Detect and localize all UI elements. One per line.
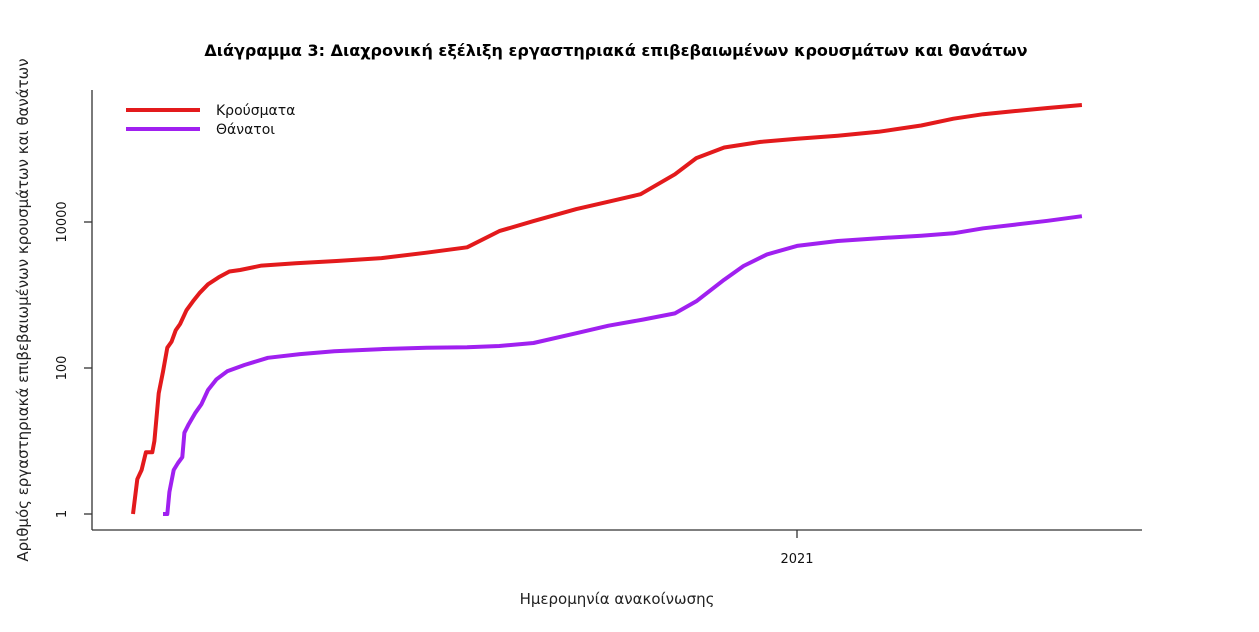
series-line-cases <box>131 103 1083 515</box>
legend-label: Κρούσματα <box>216 103 295 119</box>
legend: Κρούσματα Θάνατοι <box>126 103 295 138</box>
y-tick-label: 100 <box>55 356 70 381</box>
x-axis-ticks: 2021 <box>780 530 814 567</box>
series-layer <box>131 103 1083 516</box>
series-line-deaths <box>163 214 1083 516</box>
y-axis-ticks: 1 100 10000 <box>55 201 92 518</box>
chart-title: Διάγραμμα 3: Διαχρονική εξέλιξη εργαστηρ… <box>204 41 1027 60</box>
legend-label: Θάνατοι <box>216 122 275 138</box>
x-tick-label: 2021 <box>780 552 813 567</box>
y-tick-label: 1 <box>55 510 70 518</box>
x-axis-title: Ημερομηνία ανακοίνωσης <box>520 590 715 608</box>
y-tick-label: 10000 <box>55 201 70 242</box>
y-axis-title: Αριθμός εργαστηριακά επιβεβαιωμένων κρου… <box>14 58 32 561</box>
